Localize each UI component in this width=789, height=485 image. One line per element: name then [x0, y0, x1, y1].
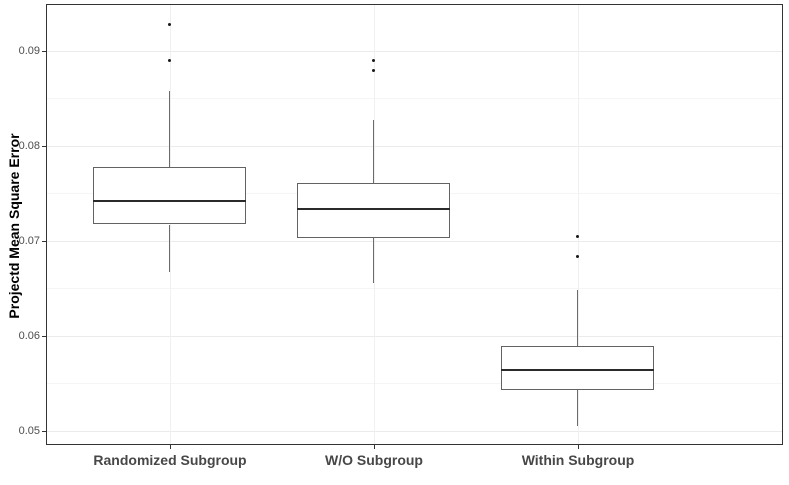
- y-tick-mark: [42, 146, 46, 147]
- upper-whisker-line: [577, 290, 579, 347]
- outlier-point: [168, 23, 171, 27]
- y-tick-label: 0.08: [18, 140, 40, 152]
- y-major-gridline: [47, 240, 782, 242]
- x-major-gridline: [169, 5, 171, 444]
- boxplot-median-line: [92, 199, 247, 202]
- boxplot-median-line: [501, 368, 655, 371]
- x-tick-mark: [374, 445, 375, 449]
- lower-whisker-line: [373, 237, 375, 284]
- y-tick-label: 0.05: [18, 425, 40, 437]
- boxplot-box: [501, 346, 655, 390]
- boxplot-box: [92, 166, 247, 225]
- y-major-gridline: [47, 145, 782, 147]
- y-tick-mark: [42, 336, 46, 337]
- boxplot-median-line: [297, 208, 451, 211]
- outlier-point: [168, 58, 171, 62]
- y-tick-label: 0.07: [18, 235, 40, 247]
- x-major-gridline: [577, 5, 579, 444]
- y-major-gridline: [47, 335, 782, 337]
- x-tick-mark: [170, 445, 171, 449]
- y-major-gridline: [47, 430, 782, 432]
- y-minor-gridline: [47, 288, 782, 290]
- outlier-point: [372, 69, 376, 73]
- y-tick-mark: [42, 431, 46, 432]
- outlier-point: [576, 235, 580, 239]
- outlier-point: [576, 255, 580, 259]
- y-tick-mark: [42, 51, 46, 52]
- y-major-gridline: [47, 50, 782, 52]
- x-category-label: W/O Subgroup: [325, 452, 423, 468]
- x-category-label: Within Subgroup: [521, 452, 635, 468]
- x-category-label: Randomized Subgroup: [93, 452, 247, 468]
- plot-panel: [46, 4, 783, 445]
- y-tick-label: 0.09: [18, 45, 40, 57]
- y-tick-mark: [42, 241, 46, 242]
- upper-whisker-line: [169, 91, 170, 167]
- lower-whisker-line: [577, 389, 579, 426]
- outlier-point: [372, 58, 376, 62]
- y-minor-gridline: [47, 98, 782, 100]
- lower-whisker-line: [169, 224, 170, 272]
- y-minor-gridline: [47, 383, 782, 385]
- upper-whisker-line: [373, 119, 375, 183]
- y-tick-label: 0.06: [18, 330, 40, 342]
- x-tick-mark: [578, 445, 579, 449]
